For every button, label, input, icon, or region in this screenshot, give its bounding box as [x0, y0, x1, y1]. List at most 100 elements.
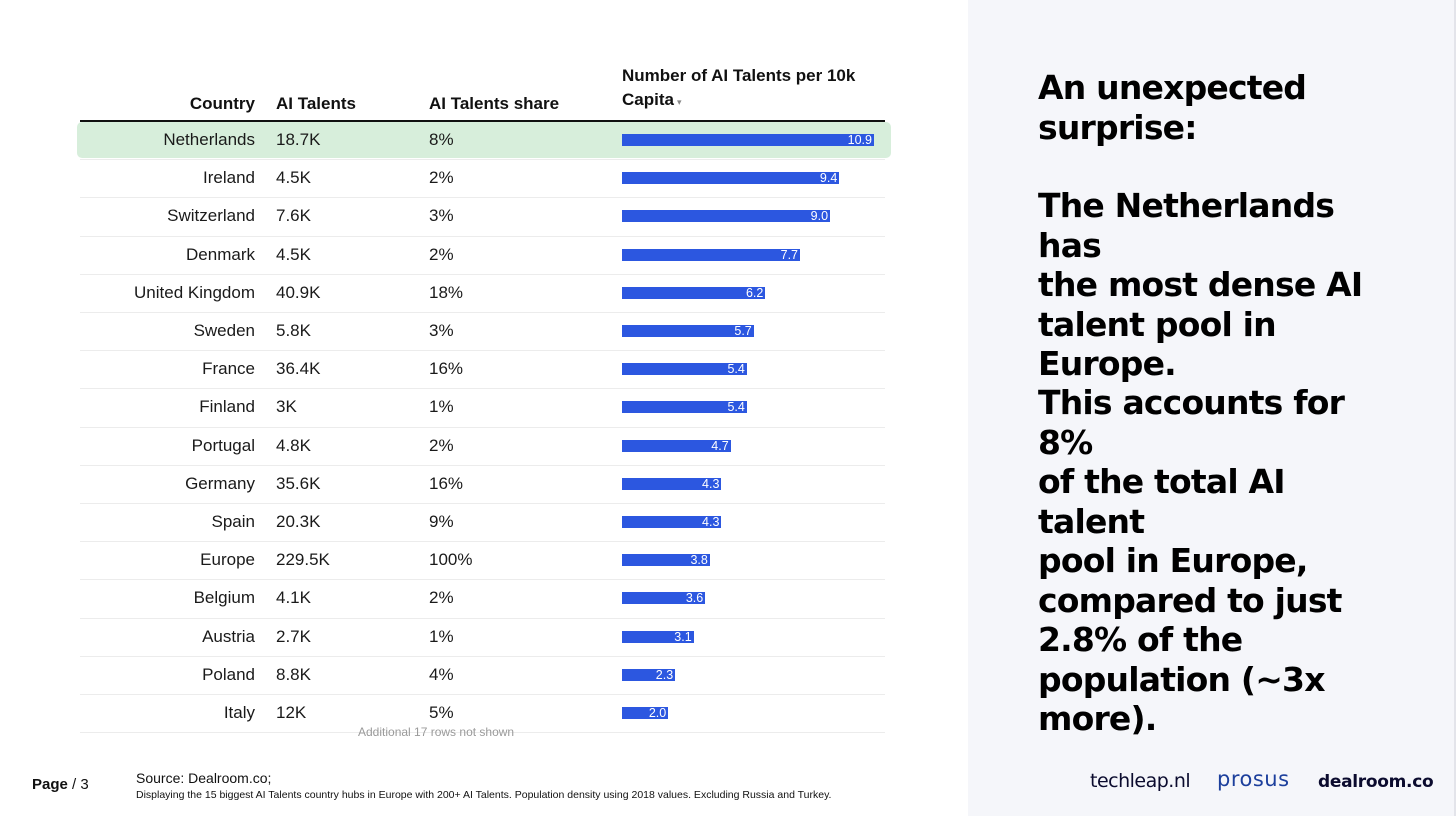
- density-bar: 5.4: [622, 362, 747, 377]
- ai-talents-share-cell: 18%: [429, 282, 464, 302]
- country-cell: France: [202, 359, 255, 379]
- density-bar-label: 2.0: [648, 706, 667, 720]
- column-header-density[interactable]: Number of AI Talents per 10k Capita ▾: [622, 64, 882, 114]
- ai-talents-share-cell: 1%: [429, 626, 454, 646]
- ai-talents-cell: 4.5K: [276, 168, 311, 188]
- table-row[interactable]: France 36.4K 16% 5.4: [80, 350, 885, 390]
- table-row[interactable]: Portugal 4.8K 2% 4.7: [80, 427, 885, 466]
- ai-talents-share-cell: 5%: [429, 703, 454, 722]
- headline-line: of the total AI talent: [1038, 462, 1286, 541]
- column-header-density-line1: Number of AI Talents per 10k: [622, 66, 856, 85]
- density-bar: 4.3: [622, 515, 722, 529]
- country-cell: Italy: [223, 703, 255, 722]
- ai-talents-cell: 35.6K: [276, 473, 321, 493]
- density-bar: 3.8: [622, 553, 710, 567]
- density-bar-label: 3.6: [685, 591, 704, 606]
- table-row[interactable]: Europe 229.5K 100% 3.8: [80, 541, 885, 581]
- density-bar-label: 5.4: [727, 362, 745, 377]
- headline-line: The Netherlands has: [1038, 186, 1335, 265]
- density-bar: 2.0: [622, 706, 669, 720]
- headline-line: talent pool in: [1038, 304, 1277, 344]
- ai-talents-share-cell: 9%: [429, 512, 454, 531]
- ai-talents-share-cell: 2%: [429, 244, 454, 264]
- ai-talents-cell: 12K: [276, 703, 307, 722]
- page-total: / 3: [72, 776, 89, 793]
- country-cell: Finland: [199, 397, 255, 417]
- headline-detail: This accounts for 8% of the total AI tal…: [1038, 383, 1398, 739]
- headline-intro: An unexpected surprise:: [1038, 68, 1398, 147]
- hidden-rows-note: Additional 17 rows not shown: [358, 725, 515, 739]
- density-bar: 7.7: [622, 248, 801, 262]
- density-bar: 2.3: [622, 668, 676, 682]
- density-bar: 5.4: [622, 400, 747, 415]
- headline-line: pool in Europe,: [1038, 541, 1308, 580]
- column-header-ai-talents[interactable]: AI Talents: [276, 94, 356, 113]
- headline-claim: The Netherlands has the most dense AI ta…: [1038, 186, 1398, 384]
- page-number: Page / 3: [32, 776, 89, 793]
- country-cell: Poland: [202, 664, 255, 684]
- table-row[interactable]: Poland 8.8K 4% 2.3: [80, 656, 885, 695]
- density-bar-label: 4.3: [702, 476, 720, 491]
- ai-talents-cell: 4.1K: [276, 588, 311, 608]
- footnote: Displaying the 15 biggest AI Talents cou…: [136, 789, 832, 801]
- density-bar-label: 9.0: [810, 209, 829, 224]
- ai-talents-cell: 3K: [276, 397, 297, 417]
- density-bar-label: 4.3: [702, 515, 720, 529]
- density-bar: 9.0: [622, 209, 831, 224]
- country-cell: Sweden: [193, 321, 255, 340]
- ai-talents-cell: 7.6K: [276, 206, 311, 226]
- ai-talents-share-cell: 2%: [429, 435, 454, 455]
- ai-talents-share-cell: 100%: [429, 550, 473, 570]
- table-row[interactable]: Belgium 4.1K 2% 3.6: [80, 579, 885, 619]
- density-bar: 5.7: [622, 324, 754, 338]
- density-bar-label: 5.4: [727, 400, 745, 415]
- country-cell: Portugal: [191, 435, 255, 455]
- ai-talents-cell: 8.8K: [276, 664, 311, 684]
- table-row[interactable]: Ireland 4.5K 2% 9.4: [80, 159, 885, 199]
- country-cell: United Kingdom: [134, 282, 255, 302]
- table-row[interactable]: Austria 2.7K 1% 3.1: [80, 618, 885, 657]
- table-row[interactable]: Sweden 5.8K 3% 5.7: [80, 312, 885, 352]
- ai-talents-share-cell: 4%: [429, 664, 454, 684]
- table-row[interactable]: Netherlands 18.7K 8% 10.9: [77, 121, 891, 161]
- table-row[interactable]: Switzerland 7.6K 3% 9.0: [80, 197, 885, 237]
- country-cell: Austria: [202, 626, 255, 646]
- country-cell: Germany: [185, 473, 255, 493]
- table-row[interactable]: Denmark 4.5K 2% 7.7: [80, 236, 885, 275]
- headline-line: compared to just: [1038, 580, 1342, 620]
- table-row[interactable]: Finland 3K 1% 5.4: [80, 388, 885, 428]
- sort-descending-icon[interactable]: ▾: [676, 97, 682, 107]
- source-credit: Source: Dealroom.co;: [136, 770, 272, 786]
- country-cell: Ireland: [203, 168, 255, 188]
- headline-line: more).: [1038, 699, 1157, 738]
- ai-talents-cell: 20.3K: [276, 512, 321, 531]
- ai-talents-share-cell: 3%: [429, 206, 454, 226]
- country-cell: Netherlands: [163, 130, 255, 149]
- ai-talents-cell: 36.4K: [276, 359, 321, 379]
- headline-line: population (~3x: [1038, 659, 1326, 699]
- headline-panel: An unexpected surprise: The Netherlands …: [968, 0, 1456, 816]
- country-cell: Switzerland: [167, 206, 255, 226]
- table-row[interactable]: United Kingdom 40.9K 18% 6.2: [80, 274, 885, 313]
- ai-talents-cell: 229.5K: [276, 550, 330, 570]
- table-row[interactable]: Germany 35.6K 16% 4.3: [80, 465, 885, 504]
- dealroom-logo: dealroom.co: [1318, 772, 1434, 792]
- ai-talents-share-cell: 1%: [429, 397, 454, 417]
- country-cell: Belgium: [193, 588, 255, 608]
- table-row[interactable]: Spain 20.3K 9% 4.3: [80, 503, 885, 543]
- table-row[interactable]: Italy 12K 5% 2.0: [80, 694, 885, 734]
- column-header-ai-talents-share[interactable]: AI Talents share: [429, 94, 560, 113]
- density-bar: 3.6: [622, 591, 706, 606]
- country-cell: Denmark: [186, 244, 255, 264]
- ai-talents-share-cell: 16%: [429, 473, 464, 493]
- ai-talents-share-cell: 8%: [429, 130, 454, 149]
- ai-talents-share-cell: 16%: [429, 359, 464, 379]
- density-bar-label: 9.4: [819, 171, 838, 186]
- density-bar: 9.4: [622, 171, 840, 186]
- column-header-country[interactable]: Country: [189, 94, 255, 113]
- headline-line: surprise:: [1038, 107, 1197, 147]
- density-bar-label: 5.7: [734, 324, 752, 338]
- ai-talents-cell: 5.8K: [276, 321, 311, 340]
- density-bar-label: 4.7: [711, 438, 729, 453]
- prosus-logo: prosus: [1217, 767, 1290, 791]
